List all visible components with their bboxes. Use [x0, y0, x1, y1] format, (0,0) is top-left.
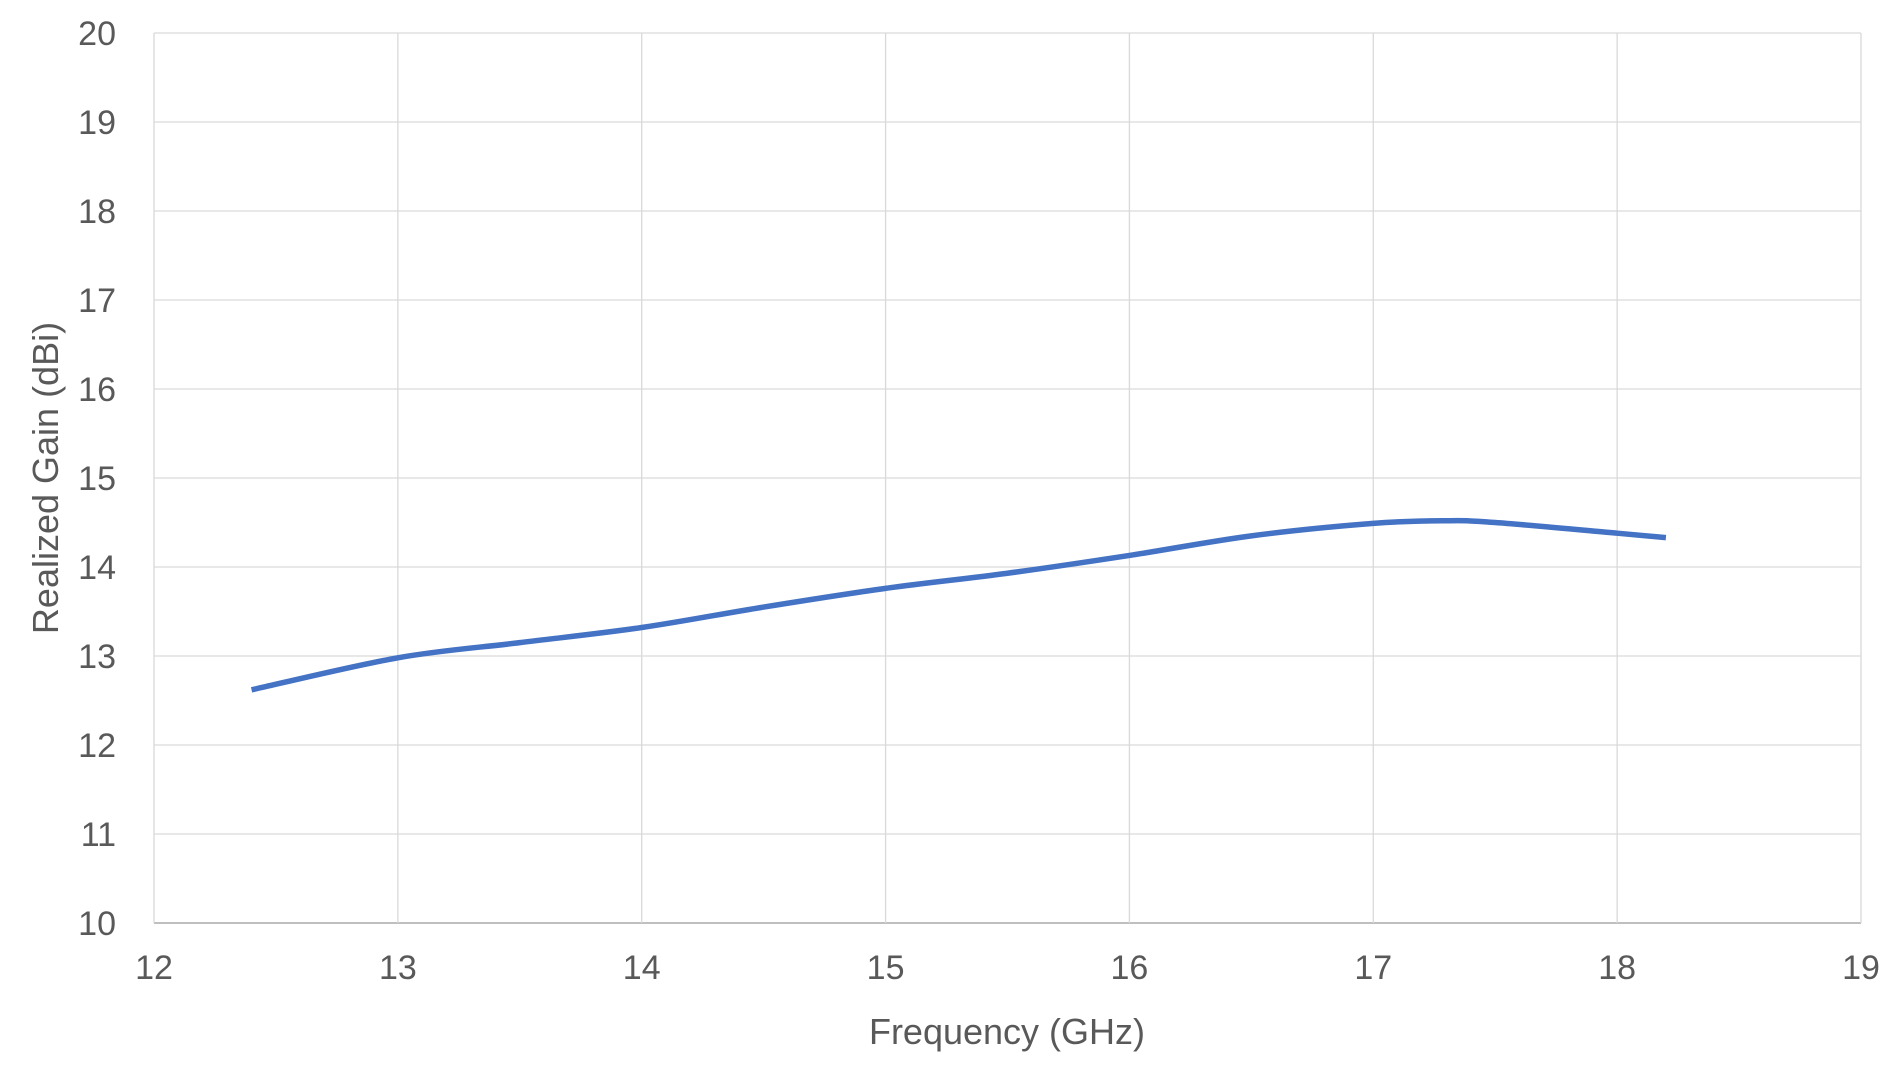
x-tick-label: 15 — [867, 949, 905, 987]
x-tick-label: 13 — [379, 949, 417, 987]
x-tick-label: 19 — [1842, 949, 1880, 987]
gridlines — [153, 32, 1862, 924]
y-tick-label: 13 — [78, 638, 116, 676]
y-tick-labels: 10 11 12 13 14 15 16 17 18 19 20 — [78, 15, 116, 943]
x-tick-label: 16 — [1111, 949, 1149, 987]
y-axis-label: Realized Gain (dBi) — [25, 322, 66, 634]
x-tick-label: 12 — [135, 949, 173, 987]
series-lines — [250, 517, 1667, 693]
y-tick-label: 12 — [78, 727, 116, 765]
y-tick-label: 11 — [81, 816, 116, 854]
y-tick-label: 17 — [78, 282, 116, 320]
x-tick-label: 14 — [623, 949, 661, 987]
y-tick-label: 15 — [78, 460, 116, 498]
y-tick-label: 20 — [78, 15, 116, 53]
y-tick-label: 18 — [78, 193, 116, 231]
y-tick-label: 16 — [78, 371, 116, 409]
series-line — [250, 517, 1667, 693]
x-tick-labels: 12 13 14 15 16 17 18 19 — [135, 949, 1880, 987]
y-tick-label: 10 — [78, 905, 116, 943]
y-tick-label: 14 — [78, 549, 116, 587]
x-tick-label: 17 — [1354, 949, 1392, 987]
x-axis-label: Frequency (GHz) — [869, 1011, 1145, 1052]
x-tick-label: 18 — [1598, 949, 1636, 987]
y-tick-label: 19 — [78, 104, 116, 142]
